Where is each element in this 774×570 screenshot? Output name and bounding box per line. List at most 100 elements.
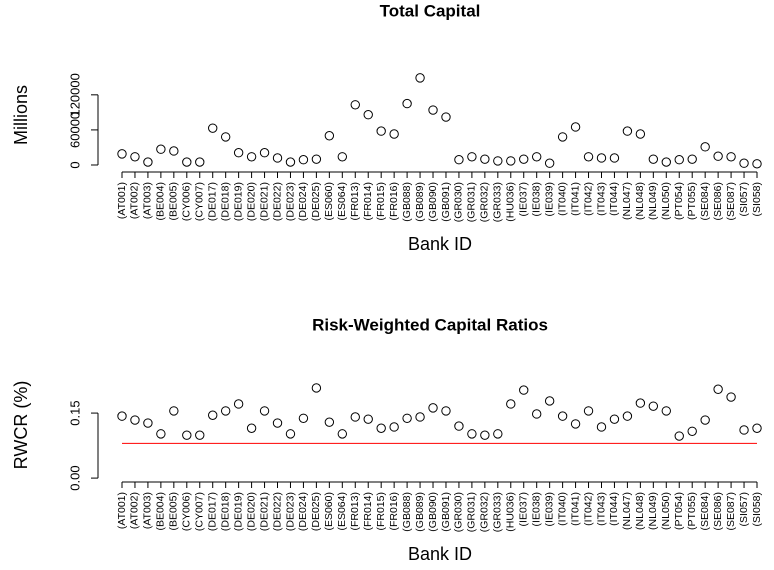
x-tick-label: (IE039) [543, 492, 555, 526]
point [143, 418, 153, 428]
point [557, 132, 568, 142]
point [259, 148, 270, 158]
x-tick-label: (IT042) [582, 182, 594, 216]
x-tick-label: (FR015) [375, 492, 387, 531]
point [454, 155, 464, 165]
point [285, 429, 296, 439]
point [713, 151, 723, 161]
point [272, 153, 283, 163]
x-tick-label: (CY007) [194, 182, 206, 221]
point [441, 406, 451, 416]
x-tick-label: (IT043) [595, 182, 607, 216]
point [531, 409, 542, 419]
x-tick-label: (DE022) [271, 492, 283, 531]
x-tick-label: (GR030) [453, 182, 465, 222]
x-tick-label: (IT041) [569, 492, 581, 526]
point [622, 411, 633, 421]
point [143, 157, 153, 167]
x-tick-label: (SE086) [712, 182, 724, 221]
point [454, 421, 464, 431]
x-tick-label: (CY006) [181, 182, 193, 221]
point [195, 157, 205, 167]
chart-title: Total Capital [380, 1, 481, 20]
point [363, 414, 373, 424]
point [467, 152, 477, 162]
point [337, 429, 348, 439]
point [389, 129, 399, 139]
x-tick-label: (DE025) [310, 182, 322, 221]
x-tick-label: (DE021) [258, 492, 270, 531]
point [752, 423, 762, 433]
x-tick-label: (AT003) [142, 182, 154, 219]
x-tick-label: (SE087) [725, 492, 737, 531]
y-tick-label: 120000 [67, 73, 82, 116]
x-tick-label: (IE037) [518, 492, 530, 526]
x-tick-label: (SE084) [699, 492, 711, 531]
point [506, 156, 516, 166]
point [195, 430, 205, 440]
point [208, 123, 218, 133]
x-tick-label: (ES064) [336, 492, 348, 531]
point [661, 406, 671, 416]
x-tick-label: (DE024) [297, 182, 309, 221]
x-tick-label: (NL050) [660, 492, 672, 530]
point [156, 144, 166, 154]
point [519, 385, 529, 395]
x-tick-label: (SE086) [712, 492, 724, 531]
x-tick-label: (AT001) [116, 182, 128, 219]
point [544, 158, 555, 168]
point [635, 129, 646, 139]
point [687, 154, 697, 164]
point [182, 430, 192, 440]
point [609, 153, 620, 163]
x-tick-label: (CY007) [194, 492, 206, 531]
x-tick-label: (IE038) [530, 492, 542, 526]
point [428, 105, 438, 115]
x-tick-label: (GR031) [466, 182, 478, 222]
point [272, 418, 283, 428]
point [739, 158, 749, 168]
point [674, 155, 684, 165]
point [311, 383, 322, 393]
x-tick-label: (HU036) [505, 492, 517, 532]
point [182, 157, 192, 167]
x-tick-label: (PT054) [673, 182, 685, 220]
x-tick-label: (IT043) [595, 492, 607, 526]
point [246, 152, 257, 162]
point [402, 413, 412, 423]
x-tick-label: (IT040) [556, 182, 568, 216]
x-tick-label: (AT002) [129, 492, 141, 529]
x-tick-label: (GB091) [440, 492, 452, 532]
x-tick-label: (FR016) [388, 182, 400, 221]
point [596, 153, 607, 163]
point [350, 412, 360, 422]
x-tick-label: (ES064) [336, 182, 348, 221]
point [311, 154, 322, 164]
y-axis-title: RWCR (%) [11, 381, 31, 470]
x-tick-label: (FR015) [375, 182, 387, 221]
point [493, 429, 503, 439]
x-tick-label: (GB090) [427, 492, 439, 532]
x-tick-label: (FR016) [388, 492, 400, 531]
x-tick-label: (GB089) [414, 182, 426, 222]
x-tick-label: (PT055) [686, 182, 698, 220]
point [130, 415, 140, 425]
x-tick-label: (GR032) [479, 492, 491, 532]
x-tick-label: (AT002) [129, 182, 141, 219]
point [298, 413, 309, 423]
point [376, 423, 386, 433]
x-tick-label: (DE025) [310, 492, 322, 531]
x-tick-label: (GR031) [466, 492, 478, 532]
point [233, 399, 244, 409]
x-tick-label: (SI058) [751, 492, 763, 526]
x-tick-label: (SE087) [725, 182, 737, 221]
point [402, 98, 412, 109]
point [557, 411, 568, 421]
x-tick-label: (PT055) [686, 492, 698, 530]
x-tick-label: (NL048) [634, 182, 646, 220]
x-tick-label: (SE084) [699, 182, 711, 221]
point [726, 152, 736, 162]
point [337, 152, 348, 162]
